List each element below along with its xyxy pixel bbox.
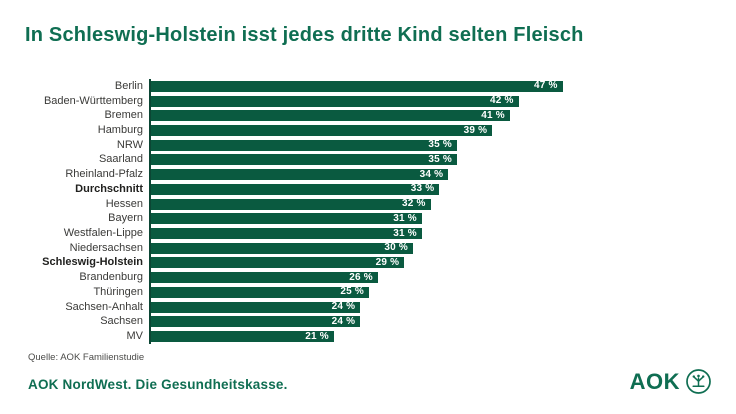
bar-chart: Berlin 47 % Baden-Württemberg 42 % Bremen 41 …	[25, 79, 715, 344]
bar: 25 %	[149, 286, 369, 298]
bar-row: Saarland 35 %	[25, 153, 715, 168]
bar: 47 %	[149, 80, 563, 92]
bar-label: Baden-Württemberg	[43, 94, 143, 107]
bar-row: Durchschnitt 33 %	[25, 182, 715, 197]
bar-value: 31 %	[393, 212, 417, 224]
bar-row: Rheinland-Pfalz 34 %	[25, 167, 715, 182]
bar-row: Schleswig-Holstein 29 %	[25, 256, 715, 271]
bar: 24 %	[149, 315, 361, 328]
bar: 29 %	[149, 256, 405, 269]
bar-row: Sachsen-Anhalt 24 %	[25, 300, 715, 315]
bar-value: 30 %	[384, 242, 408, 254]
chart-title: In Schleswig-Holstein isst jedes dritte …	[25, 24, 584, 46]
bar: 39 %	[149, 124, 493, 137]
footer-claim: AOK NordWest. Die Gesundheitskasse.	[28, 377, 288, 392]
bar-row: Thüringen 25 %	[25, 285, 715, 300]
bar-label: Durchschnitt	[75, 182, 143, 195]
bar-value: 24 %	[331, 315, 356, 327]
bar-label: Rheinland-Pfalz	[65, 168, 143, 181]
bar-row: Bayern 31 %	[25, 211, 715, 226]
y-axis-line	[148, 79, 151, 344]
bar-value: 35 %	[428, 153, 452, 165]
bar-label: Westfalen-Lippe	[63, 227, 143, 240]
bar-value: 32 %	[402, 198, 426, 210]
bar: 26 %	[149, 271, 378, 284]
bar-value: 29 %	[375, 256, 400, 268]
bar-label: Hamburg	[97, 124, 143, 137]
bar-value: 31 %	[393, 227, 417, 239]
bar-label: MV	[126, 330, 144, 343]
bar-row: Sachsen 24 %	[25, 315, 715, 330]
bar: 31 %	[149, 212, 422, 225]
bar-value: 39 %	[463, 124, 488, 136]
bar-row: NRW 35 %	[25, 138, 715, 153]
source-note: Quelle: AOK Familienstudie	[28, 352, 145, 363]
bar-row: Bremen 41 %	[25, 108, 715, 123]
bar-label: Thüringen	[93, 285, 143, 298]
bar-row: MV 21 %	[25, 329, 715, 344]
bar-row: Niedersachsen 30 %	[25, 241, 715, 256]
bar-label: Hessen	[105, 197, 143, 210]
aok-tree-emblem-icon	[686, 369, 711, 394]
bar: 30 %	[149, 242, 413, 254]
bar-label: Saarland	[98, 153, 143, 166]
bar: 24 %	[149, 301, 361, 313]
bar-row: Brandenburg 26 %	[25, 270, 715, 285]
bar-row: Hessen 32 %	[25, 197, 715, 212]
bar: 31 %	[149, 227, 422, 240]
bar-label: Sachsen-Anhalt	[65, 300, 143, 313]
bar-value: 26 %	[349, 271, 373, 283]
bar-value: 21 %	[305, 330, 329, 342]
bar-row: Berlin 47 %	[25, 79, 715, 94]
bar: 32 %	[149, 198, 431, 210]
bar-label: Brandenburg	[79, 271, 143, 284]
bar: 21 %	[149, 330, 334, 343]
bar: 33 %	[149, 183, 440, 195]
bar-row: Baden-Württemberg 42 %	[25, 94, 715, 109]
bar-label: NRW	[116, 138, 143, 151]
bar-label: Sachsen	[100, 315, 143, 328]
bar: 41 %	[149, 109, 510, 122]
bar-value: 42 %	[490, 95, 514, 107]
bar-value: 35 %	[428, 139, 452, 151]
bar-value: 24 %	[331, 301, 356, 313]
bar-row: Westfalen-Lippe 31 %	[25, 226, 715, 241]
aok-logo: AOK	[630, 368, 712, 395]
bar: 35 %	[149, 153, 457, 166]
aok-logo-text: AOK	[629, 368, 680, 394]
bar: 42 %	[149, 95, 519, 107]
bar-value: 25 %	[340, 286, 364, 298]
bar-label: Bayern	[108, 212, 143, 225]
bar: 35 %	[149, 139, 457, 151]
bar-label: Bremen	[104, 109, 143, 122]
bar-rows: Berlin 47 % Baden-Württemberg 42 % Bremen 41 …	[25, 79, 715, 344]
bar-value: 33 %	[410, 183, 435, 195]
bar-value: 41 %	[481, 109, 505, 121]
bar: 34 %	[149, 168, 449, 181]
bar-label: Niedersachsen	[69, 241, 143, 254]
bar-label: Berlin	[114, 79, 143, 92]
bar-label: Schleswig-Holstein	[42, 256, 143, 269]
bar-row: Hamburg 39 %	[25, 123, 715, 138]
bar-value: 34 %	[419, 168, 444, 180]
bar-value: 47 %	[534, 80, 558, 92]
